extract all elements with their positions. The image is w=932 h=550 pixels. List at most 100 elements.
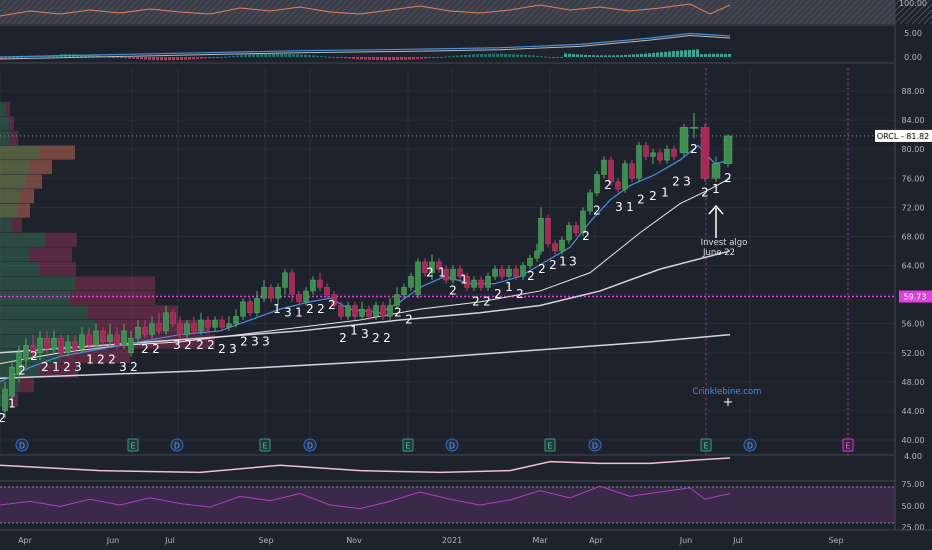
osc1-hatch [401,0,427,25]
osc2-bar [88,55,91,57]
osc1-hatch [629,0,655,25]
volume-profile-down-bar [10,130,18,146]
osc2-bar [684,50,687,57]
candle-body [128,337,134,354]
osc2-bar [236,55,239,57]
osc2-bar [592,55,595,57]
sequence-label: 3 [683,175,691,189]
candle-body [566,225,572,241]
osc2-bar [588,55,591,57]
osc1-hatch [239,0,265,25]
candle-body [107,334,113,343]
osc2-bar [360,57,363,60]
sequence-label: 1 [460,273,468,287]
candle-body [331,294,337,306]
sequence-label: 3 [251,334,259,348]
candle-body [580,210,586,234]
sequence-label: 2 [426,265,434,279]
osc2-bar [240,55,243,57]
volume-profile-up-bar [0,203,18,218]
osc2-bar [396,57,399,61]
osc2-bar [84,54,87,57]
osc1-hatch [563,0,589,25]
osc1-hatch [407,0,433,25]
osc2-bar [564,53,567,57]
dividend-marker-label: D [174,442,180,451]
candle-body [65,341,71,353]
candle-body [100,330,106,343]
osc1-hatch [425,0,451,25]
osc1-hatch [275,0,301,25]
sequence-label: 2 [637,193,645,207]
volume-profile-va-bar [0,160,52,175]
candle-body [422,261,428,274]
candle-body [226,323,232,328]
price-tick-label: 88.00 [902,87,925,96]
candle-body [527,257,533,266]
osc1-hatch [437,0,463,25]
osc2-bar [8,57,11,58]
osc2-bar [4,57,7,59]
candle-body [594,174,600,194]
osc2-bar [624,54,627,57]
volume-profile-up-bar [0,261,40,276]
candle-body [254,297,260,314]
candle-body [72,341,78,350]
watermark-text: Crinklebine.com [693,387,762,397]
osc1-hatch [305,0,331,25]
candle-body [184,323,190,335]
osc2-bar [0,57,3,59]
osc1-hatch [617,0,643,25]
osc1-hatch [899,0,925,25]
rsi-line [0,485,731,510]
price-badge [875,129,932,142]
osc1-hatch [551,0,577,25]
osc1-hatch [383,0,409,25]
dividend-marker-label: D [449,442,455,451]
candle-body [608,159,614,183]
candle-body [30,345,36,353]
osc1-hatch [809,0,835,25]
candle-body [700,127,710,179]
osc2-bar [152,57,155,60]
osc2-bar [612,55,615,57]
candle-body [317,279,323,288]
osc1-hatch [755,0,781,25]
osc1-hatch [0,0,13,13]
osc1-hatch [281,0,307,25]
candle-body [478,279,484,288]
sequence-label: 2 [527,269,535,283]
osc2-bar [728,54,731,57]
candle-body [345,305,351,317]
candle-body [650,152,656,157]
osc2-bar [164,57,167,61]
osc1-hatch [833,0,859,25]
price-tick-label: 40.00 [902,436,925,445]
osc2-bar [108,56,111,58]
sequence-label: 2 [97,353,105,367]
candle-body [443,268,449,281]
candle-body [464,276,470,288]
osc1-hatch [41,0,67,25]
osc1-hatch [695,0,721,25]
sequence-label: 2 [218,342,226,356]
dividend-marker-label: D [19,442,25,451]
osc1-hatch [497,0,523,25]
candle-body [37,337,43,354]
osc1-hatch [875,0,901,25]
candle-body [9,367,15,397]
osc1-hatch [179,0,205,25]
osc2-bar [212,57,215,58]
earnings-marker [842,438,854,452]
sequence-label: 2 [141,342,149,356]
price-tick-label: 56.00 [902,320,925,329]
osc2-bar [656,52,659,57]
time-tick-label: Apr [589,536,604,545]
ma-long-line [0,250,731,354]
osc1-hatch [797,0,823,25]
osc2-bar [436,57,439,58]
candle-body [93,330,99,346]
osc1-hatch [767,0,793,25]
osc1-hatch [377,0,403,25]
